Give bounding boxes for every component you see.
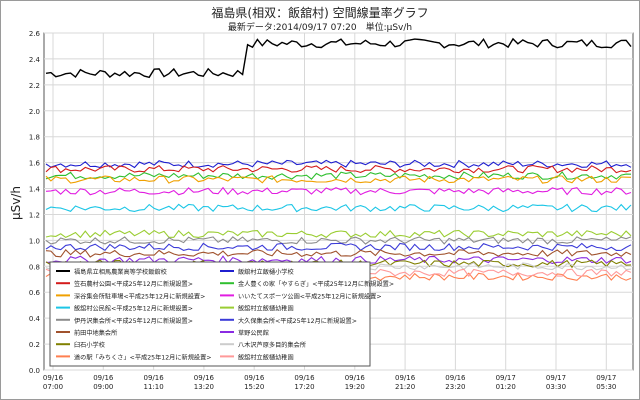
x-tick-label: 09/16	[43, 374, 64, 382]
legend-label: 福島県立相馬農業高等学校飯舘校	[74, 268, 167, 276]
legend-label: 伊丹沢集会所<平成25年12月に新規設置>	[74, 317, 193, 325]
y-tick-label: 1.4	[29, 186, 41, 194]
y-tick-label: 2.4	[29, 56, 41, 64]
x-tick-label: 11:10	[144, 383, 164, 391]
x-tick-label: 15:20	[244, 383, 264, 391]
series-line	[45, 37, 632, 79]
legend-label: 八木沢芦原多目的集会所	[238, 341, 306, 349]
x-tick-label: 09/16	[144, 374, 165, 382]
series-line	[45, 255, 632, 265]
series-line	[45, 186, 632, 196]
x-tick-label: 09/16	[194, 374, 215, 382]
x-tick-label: 17:20	[294, 383, 314, 391]
x-tick-label: 03:30	[546, 383, 566, 391]
chart-subtitle: 最新データ:2014/09/17 07:20 単位:μSv/h	[227, 23, 413, 33]
legend-label: 飯舘村立飯樋幼稚園	[238, 353, 294, 361]
x-tick-label: 09/16	[244, 374, 265, 382]
x-tick-label: 09/17	[496, 374, 516, 382]
legend-label: 飯舘村公民館<平成25年12月に新規設置>	[74, 305, 193, 313]
y-tick-label: 1.8	[29, 134, 40, 142]
x-tick-label: 13:20	[194, 383, 214, 391]
x-tick-label: 09/16	[294, 374, 315, 382]
y-tick-label: 0.0	[29, 367, 40, 375]
legend-label: 前田中地集会所	[74, 329, 117, 337]
series-line	[45, 203, 632, 213]
chart-title: 福島県(相双：飯舘村) 空間線量率グラフ	[211, 6, 429, 20]
x-tick-label: 05:30	[596, 383, 616, 391]
series-line	[45, 175, 632, 184]
y-tick-label: 1.0	[29, 237, 40, 245]
legend-label: 金人豊くの家「やすらぎ」<平成25年12月に新規設置>	[238, 280, 394, 288]
x-tick-label: 01:20	[496, 383, 516, 391]
y-tick-label: 0.8	[29, 263, 40, 271]
x-tick-label: 09/17	[596, 374, 616, 382]
y-tick-label: 0.4	[29, 315, 41, 323]
x-tick-label: 09/17	[546, 374, 566, 382]
series-line	[45, 242, 632, 252]
legend-label: 草野公民館	[238, 329, 269, 337]
legend-label: 大久保集会所<平成25年12月に新規設置>	[238, 317, 357, 325]
legend-label: 臼石小学校	[74, 341, 105, 349]
legend-label: 深谷集会所駐車場<平成25年12月に新規設置>	[74, 292, 205, 300]
x-tick-label: 09/16	[445, 374, 466, 382]
legend-label: 笠石農村公園<平成25年12月に新規設置>	[74, 280, 193, 288]
y-tick-label: 1.6	[29, 160, 41, 168]
y-tick-label: 1.2	[29, 211, 40, 219]
legend-label: いいたてスポーツ公園<平成25年12月に新規設置>	[238, 292, 382, 300]
x-tick-label: 09/16	[345, 374, 366, 382]
x-tick-label: 09/16	[93, 374, 114, 382]
legend-label: 飯舘村立飯樋幼稚園	[238, 305, 294, 313]
legend-label: 飯舘村立飯樋小学校	[238, 268, 294, 276]
x-tick-label: 19:20	[345, 383, 365, 391]
legend-box	[49, 261, 371, 367]
x-tick-label: 21:20	[395, 383, 415, 391]
series-line	[45, 171, 632, 180]
series-line	[45, 159, 632, 169]
x-tick-label: 09/16	[395, 374, 416, 382]
y-tick-label: 2.2	[29, 82, 40, 90]
y-tick-label: 2.0	[29, 108, 40, 116]
x-tick-label: 23:20	[445, 383, 465, 391]
series-line	[45, 248, 632, 258]
y-tick-label: 2.6	[29, 30, 41, 38]
x-tick-label: 09:00	[93, 383, 113, 391]
legend-label: 道の駅「みちくさ」<平成25年12月に新規設置>	[74, 353, 212, 361]
series-line	[45, 164, 632, 174]
series-line	[45, 229, 632, 239]
x-tick-label: 07:00	[43, 383, 63, 391]
y-tick-label: 0.6	[29, 289, 41, 297]
series-line	[45, 236, 632, 245]
y-tick-label: 0.2	[29, 341, 40, 349]
